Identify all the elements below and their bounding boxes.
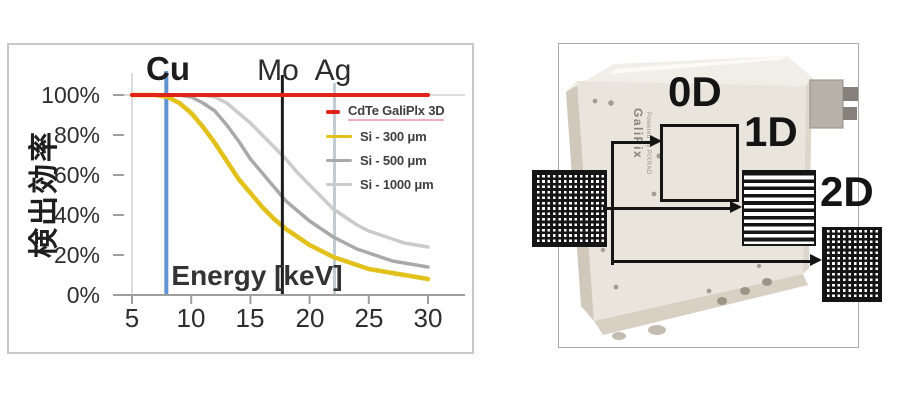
y-tick-label: 20%	[53, 242, 100, 268]
device-foot	[648, 325, 666, 335]
marker-label-ag: Ag	[314, 54, 352, 87]
x-tick-label: 10	[176, 303, 206, 333]
x-tick-label: 25	[354, 303, 384, 333]
device-connector-pin	[843, 87, 858, 101]
device-lid-highlight	[609, 56, 787, 74]
x-tick-label: 5	[124, 303, 140, 333]
y-tick-label: 80%	[53, 122, 100, 148]
device-foot	[612, 332, 626, 340]
arrow-head-2d	[810, 254, 822, 266]
legend-swatch-cdte	[326, 110, 340, 114]
device-connector-pin	[843, 107, 857, 120]
legend-swatch-si300	[326, 134, 352, 138]
mode-label-2d: 2D	[820, 168, 874, 215]
0d-region-outline	[660, 124, 739, 202]
marker-label-mo: Mo	[257, 54, 299, 87]
legend-label-si300: Si - 300 μm	[360, 128, 427, 144]
2d-grid-pattern	[822, 227, 882, 302]
legend-swatch-si1000	[326, 182, 352, 186]
legend-item-si300: Si - 300 μm	[326, 128, 444, 144]
device-brand-text: GaliPix	[631, 108, 645, 159]
y-tick-label: 100%	[41, 82, 100, 108]
input-grid-pattern	[532, 170, 607, 247]
legend-item-si500: Si - 500 μm	[326, 152, 444, 168]
device-screws	[592, 98, 762, 294]
arrow-head-1d	[730, 201, 742, 213]
arrow-line-0d	[611, 141, 651, 144]
arrow-trunk-line	[611, 142, 614, 265]
device-bottom-bump	[740, 287, 750, 295]
device-bottom-face	[594, 274, 808, 335]
device-connector-block	[809, 79, 844, 129]
legend-item-cdte: CdTe GaliPlx 3D	[326, 103, 445, 121]
legend-item-si1000: Si - 1000 μm	[326, 176, 444, 192]
legend-label-si500: Si - 500 μm	[360, 152, 427, 168]
x-tick-label: 20	[295, 303, 325, 333]
x-tick-label: 15	[235, 303, 265, 333]
x-tick-label: 30	[413, 303, 443, 333]
y-tick-label: 60%	[53, 162, 100, 188]
arrow-head-0d	[650, 135, 662, 147]
chart-legend: CdTe GaliPlx 3D Si - 300 μm Si - 500 μm …	[326, 103, 445, 200]
mode-label-1d: 1D	[744, 108, 798, 155]
legend-label-si1000: Si - 1000 μm	[360, 176, 434, 192]
x-axis-label: Energy [keV]	[171, 260, 343, 291]
device-bottom-bump	[717, 297, 727, 305]
y-tick-label: 40%	[53, 202, 100, 228]
arrow-line-1d	[603, 207, 731, 210]
mode-label-0d: 0D	[668, 68, 722, 115]
legend-swatch-si500	[326, 158, 352, 162]
legend-label-cdte: CdTe GaliPlx 3D	[348, 103, 445, 121]
y-tick-label: 0%	[66, 282, 100, 308]
arrow-line-2d	[611, 260, 811, 263]
1d-stripe-pattern	[742, 170, 816, 246]
device-bottom-bump	[762, 278, 772, 286]
marker-label-cu: Cu	[146, 50, 190, 87]
device-top-face	[566, 56, 812, 92]
efficiency-chart	[113, 71, 465, 304]
